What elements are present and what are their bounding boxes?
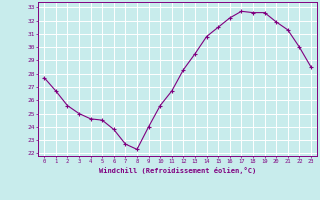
X-axis label: Windchill (Refroidissement éolien,°C): Windchill (Refroidissement éolien,°C) [99,167,256,174]
